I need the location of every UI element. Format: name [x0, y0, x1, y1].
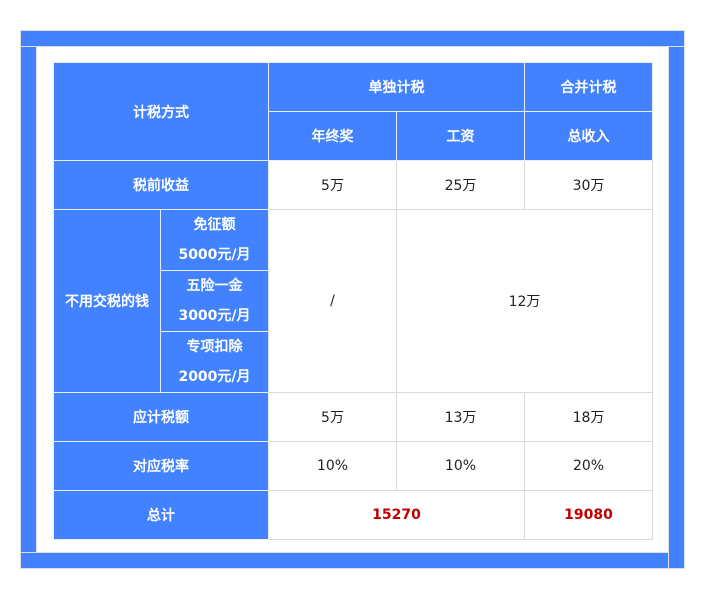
header-salary: 工资	[396, 111, 525, 161]
cell: 10%	[396, 441, 525, 491]
row-label-exempt: 不用交税的钱	[53, 209, 161, 393]
exempt-combined: 12万	[396, 209, 653, 393]
cell: 10%	[268, 441, 397, 491]
header-combined: 合并计税	[524, 62, 653, 112]
row-label-total: 总计	[53, 490, 269, 540]
cell: 25万	[396, 160, 525, 210]
cell: 30万	[524, 160, 653, 210]
total-separate: 15270	[268, 490, 525, 540]
tax-comparison-table: 计税方式 单独计税 合并计税 年终奖 工资 总收入 税前收益 5万 25万 30…	[53, 62, 653, 540]
cell: 20%	[524, 441, 653, 491]
header-bonus: 年终奖	[268, 111, 397, 161]
row-label-pretax: 税前收益	[53, 160, 269, 210]
exempt-item: 五险一金 3000元/月	[160, 270, 269, 332]
frame-bottom	[21, 553, 668, 568]
header-total-income: 总收入	[524, 111, 653, 161]
cell: 18万	[524, 392, 653, 442]
cell: 13万	[396, 392, 525, 442]
frame-right	[669, 47, 684, 568]
cell: 5万	[268, 160, 397, 210]
cell: 5万	[268, 392, 397, 442]
header-separate: 单独计税	[268, 62, 525, 112]
exempt-item: 免征额 5000元/月	[160, 209, 269, 271]
total-combined: 19080	[524, 490, 653, 540]
frame-left	[21, 47, 36, 552]
header-method: 计税方式	[53, 62, 269, 161]
row-label-taxable: 应计税额	[53, 392, 269, 442]
exempt-bonus: /	[268, 209, 397, 393]
row-label-rate: 对应税率	[53, 441, 269, 491]
exempt-item: 专项扣除 2000元/月	[160, 331, 269, 393]
frame-top	[21, 31, 684, 46]
